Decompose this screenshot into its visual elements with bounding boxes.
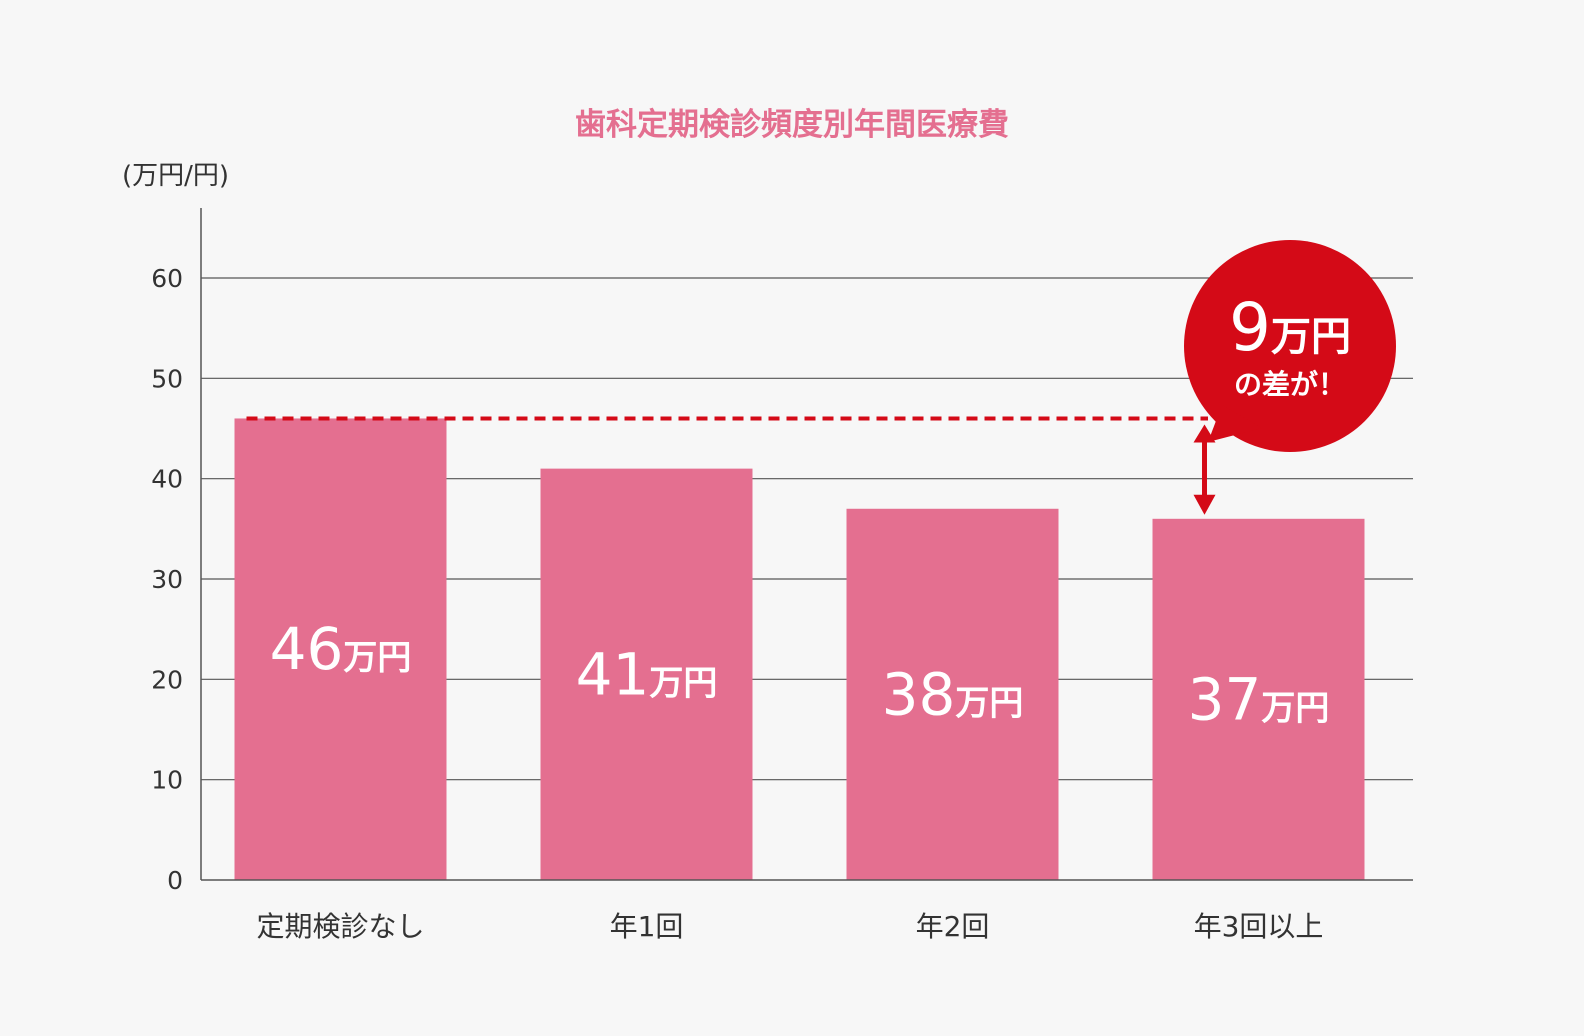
callout-amount: 9万円 xyxy=(1229,289,1351,366)
bar-label-number: 37 xyxy=(1188,665,1262,733)
arrow-head-down-icon xyxy=(1193,494,1216,515)
bar-labels: 46万円 41万円 38万円 37万円 xyxy=(270,615,1330,733)
bar-data-label: 46万円 xyxy=(270,615,412,683)
y-unit-label: (万円/円) xyxy=(122,161,229,191)
callout-bubble-tail xyxy=(1208,405,1262,442)
bar-label-unit: 万円 xyxy=(1261,688,1329,728)
x-tick-label: 年1回 xyxy=(610,910,684,943)
callout-bubble xyxy=(1184,240,1396,452)
y-tick-label: 0 xyxy=(167,866,183,895)
bar-label-unit: 万円 xyxy=(649,663,717,703)
x-tick-labels: 定期検診なし 年1回 年2回 年3回以上 xyxy=(256,910,1323,943)
y-tick-labels: 0 10 20 30 40 50 60 xyxy=(151,264,183,895)
chart-title: 歯科定期検診頻度別年間医療費 xyxy=(575,107,1009,143)
bar xyxy=(540,468,753,880)
bar-label-unit: 万円 xyxy=(955,683,1023,723)
x-tick-label: 年2回 xyxy=(916,910,990,943)
x-tick-label: 年3回以上 xyxy=(1194,910,1324,943)
bars xyxy=(234,418,1365,880)
bar-label-number: 38 xyxy=(882,660,956,728)
bar xyxy=(846,508,1059,880)
y-tick-label: 30 xyxy=(151,565,183,594)
bar-label-number: 46 xyxy=(270,615,344,683)
bar-data-label: 41万円 xyxy=(576,640,718,708)
y-tick-label: 40 xyxy=(151,465,183,494)
y-tick-label: 50 xyxy=(151,364,183,393)
bar xyxy=(234,418,447,880)
bar-label-number: 41 xyxy=(576,640,650,708)
callout-text: の差が！ xyxy=(1234,368,1346,401)
x-tick-label: 定期検診なし xyxy=(256,910,424,943)
y-tick-label: 60 xyxy=(151,264,183,293)
callout-unit: 万円 xyxy=(1271,314,1351,360)
bar-label-unit: 万円 xyxy=(343,638,411,678)
y-tick-label: 20 xyxy=(151,665,183,694)
bar-data-label: 37万円 xyxy=(1188,665,1330,733)
y-tick-label: 10 xyxy=(151,766,183,795)
bar-data-label: 38万円 xyxy=(882,660,1024,728)
bar xyxy=(1152,518,1365,880)
callout-number: 9 xyxy=(1229,289,1271,366)
